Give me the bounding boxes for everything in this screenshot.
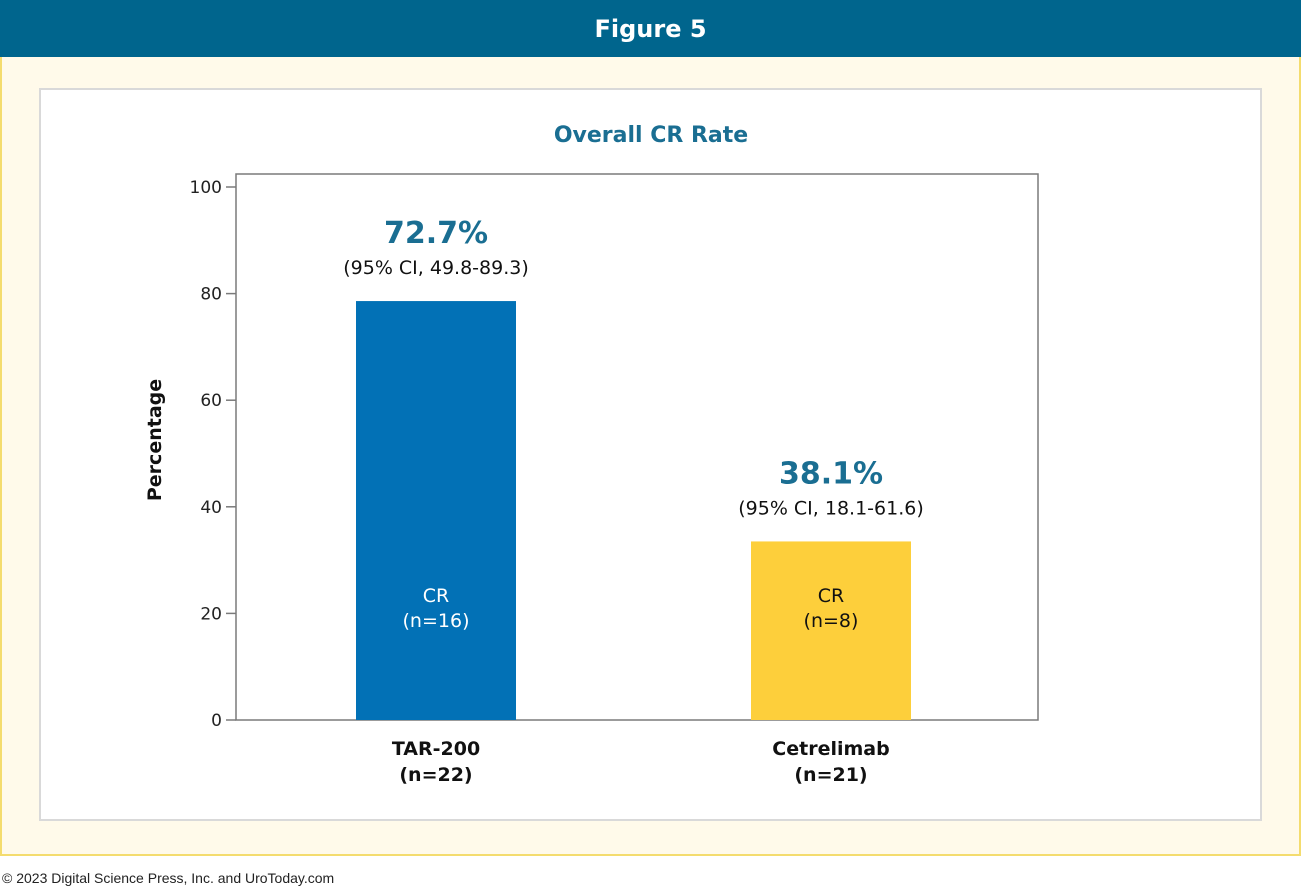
y-tick-label: 60 [200,391,222,411]
y-tick-label: 80 [200,285,222,305]
bar-tar-200 [356,301,516,720]
copyright-text: © 2023 Digital Science Press, Inc. and U… [2,870,335,886]
x-tick-label: TAR-200 [392,738,480,760]
figure-frame: Overall CR Rate Percentage 0 20 40 60 80 100 7… [0,57,1301,856]
figure-label: Figure 5 [594,14,707,43]
plot-area-frame [235,173,1039,721]
y-tick-label: 20 [200,604,222,624]
inbar-count-label: (n=8) [804,610,859,632]
bar-cetrelimab [751,541,911,720]
rate-label: 38.1% [779,456,883,491]
x-tick-sample-size: (n=22) [399,764,472,786]
y-tick-label: 0 [211,711,222,731]
inbar-label: CR [818,585,844,607]
y-axis-label: Percentage [144,379,166,501]
rate-label: 72.7% [384,216,488,251]
inbar-label: CR [423,585,449,607]
ci-label: (95% CI, 18.1-61.6) [738,497,924,519]
chart-title: Overall CR Rate [554,123,748,148]
chart-panel: Overall CR Rate Percentage 0 20 40 60 80 100 7… [39,88,1262,821]
x-tick-label: Cetrelimab [772,738,889,760]
x-tick-sample-size: (n=21) [794,764,867,786]
bar-chart: Overall CR Rate Percentage 0 20 40 60 80 100 7… [144,123,1039,786]
y-tick-label: 40 [200,498,222,518]
y-tick-label: 100 [190,178,222,198]
inbar-count-label: (n=16) [403,610,470,632]
figure-header: Figure 5 [0,0,1301,57]
ci-label: (95% CI, 49.8-89.3) [343,257,529,279]
